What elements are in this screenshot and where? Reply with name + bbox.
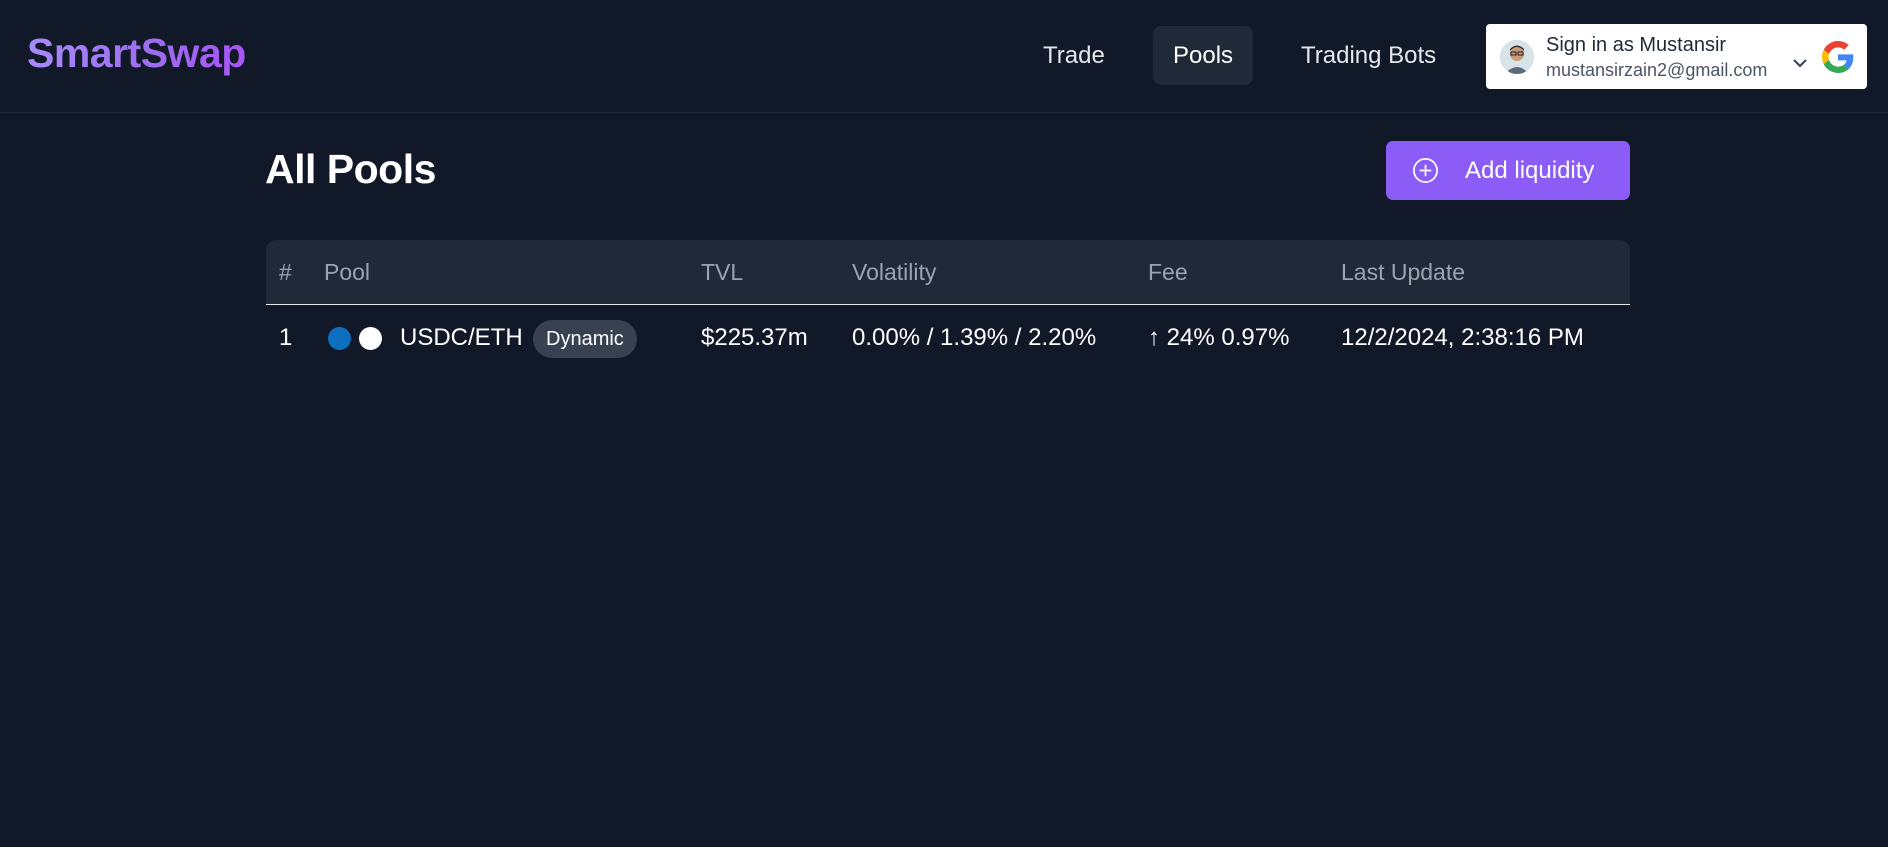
pool-tvl: $225.37m bbox=[701, 324, 808, 351]
header-index[interactable]: # bbox=[279, 259, 292, 285]
add-liquidity-label: Add liquidity bbox=[1465, 157, 1595, 184]
header-volatility[interactable]: Volatility bbox=[852, 259, 937, 285]
google-signin-button[interactable]: Sign in as Mustansir mustansirzain2@gmai… bbox=[1486, 24, 1867, 89]
pool-name[interactable]: USDC/ETH bbox=[400, 324, 523, 351]
signin-title: Sign in as Mustansir bbox=[1546, 34, 1727, 56]
avatar bbox=[1500, 40, 1534, 74]
nav-item-trade[interactable]: Trade bbox=[1043, 42, 1105, 69]
google-icon bbox=[1822, 41, 1854, 73]
top-navigation-bar: SmartSwap Trade Pools Trading Bots Sign … bbox=[0, 0, 1888, 113]
signin-email: mustansirzain2@gmail.com bbox=[1546, 60, 1768, 80]
pool-type-badge: Dynamic bbox=[533, 320, 637, 358]
header-last-update[interactable]: Last Update bbox=[1341, 259, 1466, 285]
pool-volatility: 0.00% / 1.39% / 2.20% bbox=[852, 324, 1097, 351]
nav-item-pools[interactable]: Pools bbox=[1153, 26, 1254, 85]
add-liquidity-button[interactable]: Add liquidity bbox=[1386, 141, 1630, 200]
chevron-down-icon bbox=[1793, 59, 1807, 68]
pool-last-update: 12/2/2024, 2:38:16 PM bbox=[1341, 324, 1584, 351]
usdc-token-icon bbox=[328, 327, 351, 350]
row-index: 1 bbox=[279, 324, 293, 351]
plus-circle-icon bbox=[1413, 158, 1438, 183]
header-tvl[interactable]: TVL bbox=[701, 259, 744, 285]
pools-table: # Pool TVL Volatility Fee Last Update 1 … bbox=[266, 240, 1630, 371]
eth-token-icon bbox=[359, 327, 382, 350]
pool-fee: ↑ 24% 0.97% bbox=[1148, 324, 1290, 351]
header-fee[interactable]: Fee bbox=[1148, 259, 1188, 285]
page-title: All Pools bbox=[265, 146, 436, 192]
table-row[interactable]: 1 USDC/ETH Dynamic $225.37m 0.00% / 1.39… bbox=[266, 305, 1630, 371]
table-header: # Pool TVL Volatility Fee Last Update bbox=[266, 240, 1630, 305]
app-logo[interactable]: SmartSwap bbox=[27, 30, 246, 76]
header-pool[interactable]: Pool bbox=[324, 259, 371, 285]
nav-item-trading-bots[interactable]: Trading Bots bbox=[1301, 42, 1437, 69]
